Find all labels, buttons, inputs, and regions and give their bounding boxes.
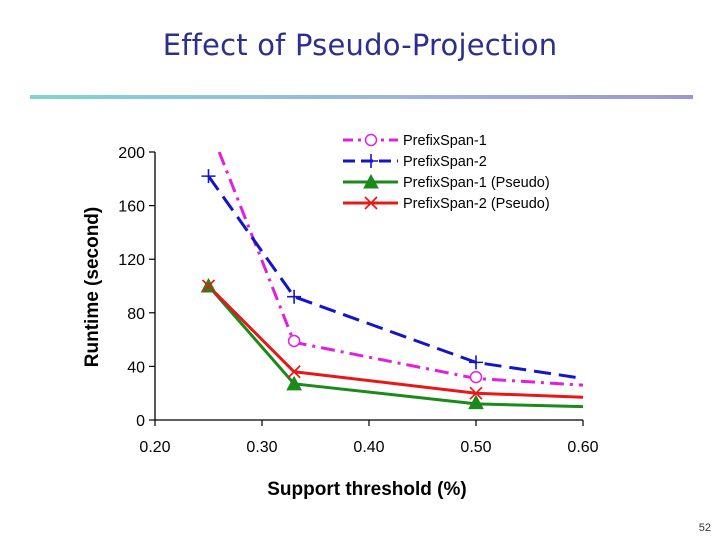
y-tick-label: 120 xyxy=(118,252,145,269)
series-2-point xyxy=(201,169,216,184)
y-tick-label: 80 xyxy=(127,306,145,323)
series-1-point xyxy=(469,370,483,384)
series-1-line xyxy=(217,151,584,387)
series-1-point xyxy=(287,334,301,348)
title-divider xyxy=(30,95,693,99)
x-tick-label: 0.40 xyxy=(353,439,384,456)
series-lines-layer xyxy=(207,151,584,409)
x-tick-label: 0.50 xyxy=(460,439,491,456)
x-tick-label: 0.30 xyxy=(246,439,277,456)
x-tick-label: 0.60 xyxy=(567,439,598,456)
series-4-line xyxy=(207,284,584,399)
legend-item-3-label: PrefixSpan-1 (Pseudo) xyxy=(403,175,550,191)
legend: PrefixSpan-1 PrefixSpan-2 PrefixSpan-1 (Ps… xyxy=(343,133,550,212)
x-tick-label: 0.20 xyxy=(139,439,170,456)
series-3-point xyxy=(468,394,484,410)
series-3-point xyxy=(286,375,302,391)
y-tick-label: 160 xyxy=(118,199,145,216)
legend-item-2-label: PrefixSpan-2 xyxy=(403,154,487,170)
axes-layer: 0 40 80 120 160 200 0.20 0.30 0.40 0.50 0.60 xyxy=(118,145,598,456)
legend-item-4-label: PrefixSpan-2 (Pseudo) xyxy=(403,196,550,212)
x-axis-label: Support threshold (%) xyxy=(267,479,466,500)
series-markers-layer xyxy=(200,169,484,410)
series-4-point xyxy=(201,279,216,293)
y-tick-label: 0 xyxy=(136,413,145,430)
series-4-point xyxy=(469,386,483,400)
y-axis-label: Runtime (second) xyxy=(82,207,103,367)
slide-title: Effect of Pseudo-Projection xyxy=(162,28,558,62)
legend-item-1-label: PrefixSpan-1 xyxy=(403,133,487,149)
series-2-point xyxy=(469,355,483,370)
series-4-point xyxy=(287,365,301,379)
legend-item-3-marker xyxy=(363,173,379,189)
legend-item-2-marker xyxy=(364,154,378,168)
page-number: 52 xyxy=(698,522,711,534)
series-2-point xyxy=(287,289,302,304)
y-tick-label: 200 xyxy=(118,145,145,162)
legend-item-1-marker xyxy=(364,133,378,147)
y-tick-label: 40 xyxy=(127,359,145,376)
legend-item-4-marker xyxy=(364,196,378,210)
series-3-line xyxy=(207,285,584,409)
